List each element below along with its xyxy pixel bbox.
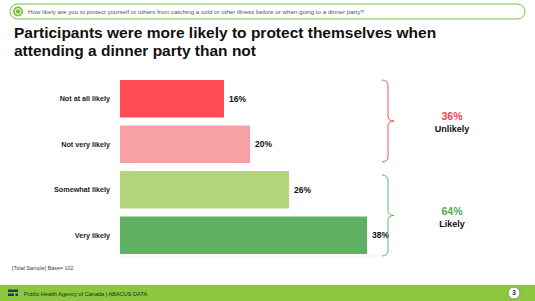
bar bbox=[120, 217, 367, 255]
group-bracket bbox=[382, 80, 394, 162]
group-bracket bbox=[382, 175, 394, 256]
footer-band bbox=[0, 285, 535, 301]
slide: How likely are you to protect yourself o… bbox=[0, 0, 535, 301]
category-label: Very likely bbox=[75, 231, 110, 240]
bars bbox=[120, 80, 367, 254]
group-label: Unlikely bbox=[435, 124, 470, 134]
title-line: attending a dinner party than not bbox=[14, 42, 256, 59]
question-icon bbox=[13, 7, 23, 17]
group-value: 36% bbox=[441, 110, 463, 122]
data-label: 26% bbox=[294, 185, 311, 195]
question-box bbox=[10, 4, 525, 19]
category-label: Not very likely bbox=[61, 140, 110, 149]
title: Participants were more likely to protect… bbox=[14, 24, 436, 59]
bar bbox=[120, 80, 224, 118]
bar bbox=[120, 171, 289, 209]
value-axis bbox=[120, 256, 380, 257]
logo-part bbox=[8, 294, 14, 297]
data-label: 20% bbox=[255, 139, 272, 149]
category-label: Somewhat likely bbox=[54, 185, 110, 194]
question-icon-ring bbox=[15, 9, 21, 15]
logo-part bbox=[16, 294, 19, 297]
source: Public Health Agency of Canada | ABACUS … bbox=[24, 291, 147, 297]
category-label: Not at all likely bbox=[60, 94, 110, 103]
data-label: 38% bbox=[372, 230, 389, 240]
title-line: Participants were more likely to protect… bbox=[14, 24, 436, 41]
background bbox=[0, 0, 535, 301]
labels: 16% Not at all likely 20% Not very likely 26… bbox=[54, 94, 469, 241]
page-badge bbox=[508, 287, 520, 299]
note: [Total Sample] Base= 102 bbox=[12, 265, 74, 271]
bar bbox=[120, 126, 250, 164]
subtitle: How likely are you to protect yourself o… bbox=[28, 8, 365, 15]
page-number: 3 bbox=[512, 289, 516, 296]
data-label: 16% bbox=[229, 94, 246, 104]
logo-part bbox=[8, 290, 18, 293]
group-label: Likely bbox=[439, 219, 465, 229]
group-value: 64% bbox=[441, 205, 463, 217]
